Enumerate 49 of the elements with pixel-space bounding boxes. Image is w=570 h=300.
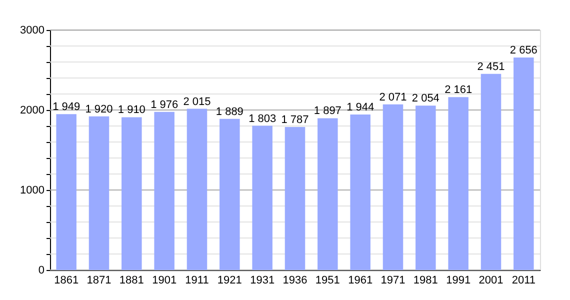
x-tick-label: 1911	[185, 274, 209, 286]
data-label: 2 451	[477, 60, 505, 73]
x-tick-label: 1901	[152, 274, 177, 286]
data-label: 1 976	[150, 98, 178, 111]
x-tick-label: 1991	[446, 274, 471, 286]
bar	[220, 118, 240, 270]
x-tick-label: 1971	[380, 274, 406, 286]
bar	[480, 74, 502, 270]
bar	[56, 114, 76, 270]
x-tick-label: 1961	[348, 274, 373, 286]
x-tick-label: 1936	[282, 274, 308, 286]
data-label: 1 920	[85, 103, 113, 116]
x-tick-label: 1951	[315, 274, 340, 286]
y-tick-label: 1000	[20, 184, 44, 196]
bar	[154, 112, 174, 270]
bar	[350, 114, 370, 270]
x-tick-label: 2011	[512, 274, 536, 286]
x-tick-label: 1881	[119, 274, 144, 286]
x-tick-label: 1981	[413, 274, 438, 286]
data-label: 2 656	[510, 44, 538, 57]
data-label: 2 015	[183, 96, 211, 108]
x-tick-label: 1921	[217, 274, 242, 286]
x-tick-label: 1931	[250, 274, 275, 286]
bar	[416, 106, 436, 270]
data-label: 1 803	[248, 112, 276, 125]
bar	[284, 127, 306, 270]
bar	[252, 126, 272, 270]
bar	[122, 117, 142, 270]
x-tick-label: 2001	[478, 274, 504, 286]
data-label: 1 910	[118, 104, 146, 116]
data-label: 1 897	[314, 105, 342, 118]
bar	[186, 108, 208, 270]
bar	[88, 116, 110, 270]
bar	[382, 104, 404, 270]
data-label: 2 071	[379, 91, 407, 104]
bar	[318, 118, 338, 270]
y-tick-label: 0	[38, 264, 44, 276]
data-label: 2 054	[412, 92, 440, 105]
x-tick-label: 1871	[86, 274, 112, 286]
data-label: 1 949	[52, 101, 80, 114]
x-tick-label: 1861	[54, 274, 79, 286]
data-label: 2 161	[444, 84, 472, 96]
data-label: 1 787	[281, 114, 309, 126]
y-tick-label: 2000	[20, 104, 44, 116]
bar	[514, 58, 534, 270]
bar	[448, 97, 468, 270]
y-tick-label: 3000	[20, 24, 44, 36]
data-label: 1 889	[216, 106, 244, 118]
data-label: 1 944	[346, 101, 374, 114]
